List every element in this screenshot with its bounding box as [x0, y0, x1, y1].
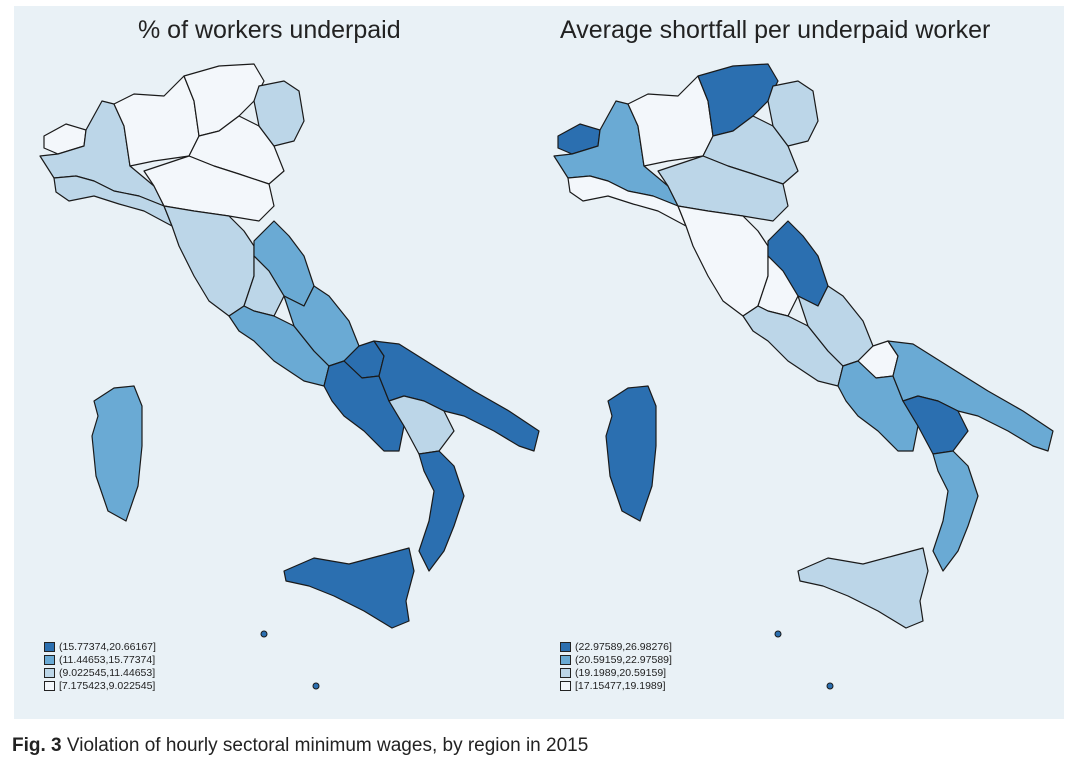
region-basilicata [388, 395, 455, 455]
legend-label: (15.77374,20.66167] [59, 640, 156, 653]
region-toscana [163, 205, 255, 317]
region-calabria [932, 450, 979, 572]
region-sardegna [91, 385, 143, 522]
legend-label: [17.15477,19.1989] [575, 679, 666, 692]
map-canvas [39, 63, 1054, 690]
island-dot [826, 682, 834, 690]
legend-swatch [560, 667, 571, 678]
map-average-shortfall [553, 63, 1054, 690]
legend-entry: (22.97589,26.98276] [560, 640, 672, 653]
map-title-left: % of workers underpaid [138, 16, 401, 44]
caption-label: Fig. 3 [12, 735, 62, 756]
legend-label: (9.022545,11.44653] [59, 666, 156, 679]
island-dot [260, 630, 268, 638]
legend-entry: (11.44653,15.77374] [44, 653, 156, 666]
region-friuli [767, 80, 819, 147]
legend-label: (11.44653,15.77374] [59, 653, 156, 666]
legend-entry: (20.59159,22.97589] [560, 653, 672, 666]
legend-label: [7.175423,9.022545] [59, 679, 156, 692]
legend-label: (20.59159,22.97589] [575, 653, 672, 666]
legend-entry: (19.1989,20.59159] [560, 666, 672, 679]
map-workers-underpaid [39, 63, 540, 690]
region-sicilia [283, 547, 415, 629]
region-friuli [253, 80, 305, 147]
region-basilicata [902, 395, 969, 455]
legend-swatch [44, 680, 55, 691]
map-title-right: Average shortfall per underpaid worker [560, 16, 991, 44]
legend-entry: [7.175423,9.022545] [44, 679, 156, 692]
region-sardegna [605, 385, 657, 522]
legend-swatch [44, 641, 55, 652]
figure-panel: % of workers underpaid Average shortfall… [14, 6, 1064, 719]
legend-swatch [560, 654, 571, 665]
region-trentino [183, 63, 265, 137]
legend-entry: [17.15477,19.1989] [560, 679, 672, 692]
region-toscana [677, 205, 769, 317]
legend-swatch [44, 667, 55, 678]
region-calabria [418, 450, 465, 572]
region-emilia [657, 155, 789, 222]
legend-label: (19.1989,20.59159] [575, 666, 667, 679]
legend-label: (22.97589,26.98276] [575, 640, 672, 653]
figure-caption: Fig. 3 Violation of hourly sectoral mini… [12, 735, 588, 757]
region-sicilia [797, 547, 929, 629]
island-dot [774, 630, 782, 638]
legend-entry: (15.77374,20.66167] [44, 640, 156, 653]
legend-left: (15.77374,20.66167] (11.44653,15.77374] (9… [44, 640, 156, 692]
region-trentino [697, 63, 779, 137]
region-emilia [143, 155, 275, 222]
legend-swatch [44, 654, 55, 665]
region-puglia [373, 340, 540, 452]
legend-right: (22.97589,26.98276] (20.59159,22.97589] (1… [560, 640, 672, 692]
region-puglia [887, 340, 1054, 452]
legend-swatch [560, 680, 571, 691]
legend-entry: (9.022545,11.44653] [44, 666, 156, 679]
legend-swatch [560, 641, 571, 652]
island-dot [312, 682, 320, 690]
caption-text: Violation of hourly sectoral minimum wag… [61, 735, 589, 756]
